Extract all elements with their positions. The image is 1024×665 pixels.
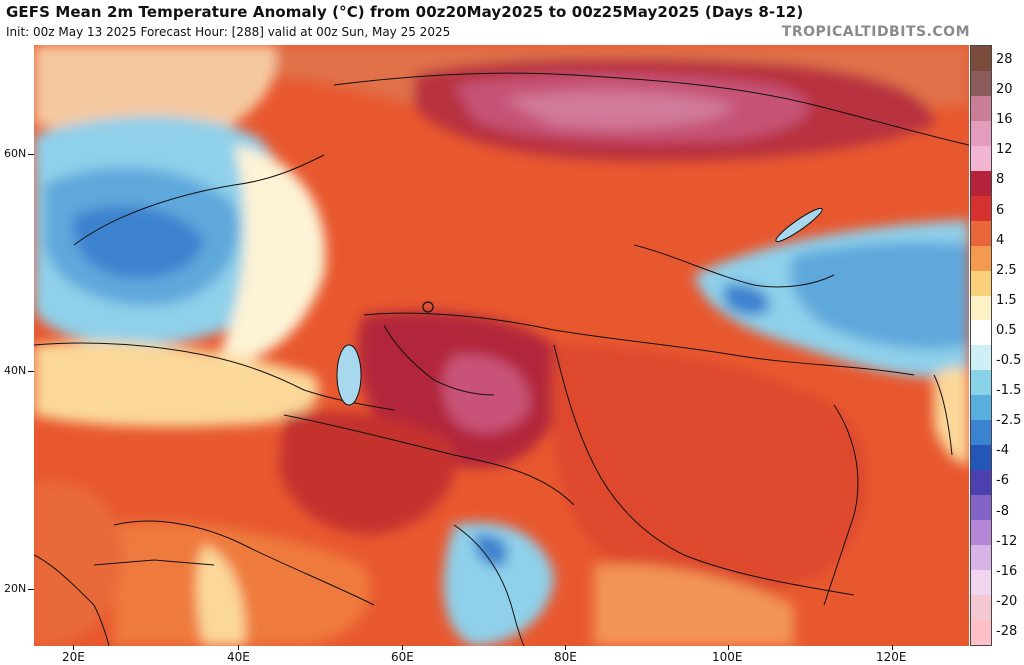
colorbar-segment <box>971 46 991 71</box>
colorbar-segment <box>971 195 991 221</box>
map-title: GEFS Mean 2m Temperature Anomaly (°C) fr… <box>6 3 804 21</box>
colorbar-segment <box>971 594 991 620</box>
map-canvas <box>34 45 969 646</box>
colorbar-segment <box>971 95 991 121</box>
lon-label-100e: 100E <box>712 650 743 664</box>
colorbar-label: -4 <box>996 443 1009 459</box>
colorbar-segment <box>971 295 991 321</box>
lon-tick-100e <box>728 645 729 650</box>
colorbar-label: -28 <box>996 624 1018 639</box>
colorbar-label: -8 <box>996 503 1009 519</box>
lat-tick-60n <box>28 154 34 155</box>
lon-tick-80e <box>565 645 566 650</box>
colorbar-segment <box>971 495 991 521</box>
lat-tick-20n <box>28 589 34 590</box>
colorbar-label: 20 <box>996 82 1013 98</box>
colorbar-segment <box>971 520 991 546</box>
colorbar-segment <box>971 345 991 371</box>
colorbar-segment <box>971 145 991 171</box>
colorbar-label: 8 <box>996 172 1005 188</box>
lon-tick-120e <box>892 645 893 650</box>
colorbar-segment <box>971 70 991 96</box>
colorbar-segment <box>971 545 991 571</box>
lat-label-20n: 20N <box>4 582 27 595</box>
lake-marker <box>422 301 434 313</box>
colorbar-label: 0.5 <box>996 322 1017 338</box>
temperature-anomaly-map <box>34 45 969 646</box>
colorbar-segment <box>971 420 991 446</box>
map-subtitle: Init: 00z May 13 2025 Forecast Hour: [28… <box>6 25 451 39</box>
colorbar-label: -2.5 <box>996 413 1022 429</box>
colorbar-label: -16 <box>996 563 1018 579</box>
lat-label-60n: 60N <box>4 147 27 160</box>
colorbar-label: 16 <box>996 112 1013 128</box>
colorbar-label: -0.5 <box>996 353 1022 369</box>
brand-watermark: TROPICALTIDBITS.COM <box>781 24 970 40</box>
colorbar-label: -20 <box>996 593 1018 609</box>
colorbar-label: 12 <box>996 142 1013 158</box>
colorbar-label: -1.5 <box>996 383 1022 399</box>
colorbar <box>970 45 992 646</box>
colorbar-segment <box>971 445 991 471</box>
colorbar-segment <box>971 570 991 595</box>
colorbar-segment <box>971 370 991 396</box>
colorbar-segment <box>971 395 991 421</box>
colorbar-label: -6 <box>996 473 1009 489</box>
colorbar-label: 2.5 <box>996 262 1017 278</box>
colorbar-segment <box>971 170 991 196</box>
colorbar-segment <box>971 320 991 346</box>
colorbar-segment <box>971 220 991 246</box>
caspian-sea <box>336 344 362 406</box>
lon-label-40e: 40E <box>227 650 250 664</box>
colorbar-label: 4 <box>996 232 1005 248</box>
colorbar-segment <box>971 245 991 271</box>
lat-tick-40n <box>28 371 34 372</box>
lat-label-40n: 40N <box>4 364 27 377</box>
colorbar-label: 1.5 <box>996 292 1017 308</box>
colorbar-segment <box>971 470 991 496</box>
lon-label-20e: 20E <box>62 650 85 664</box>
colorbar-segment <box>971 270 991 296</box>
colorbar-segment <box>971 619 991 645</box>
colorbar-label: 6 <box>996 202 1005 218</box>
colorbar-label: -12 <box>996 533 1018 549</box>
colorbar-segment <box>971 120 991 146</box>
lon-tick-20e <box>73 645 74 650</box>
lon-label-80e: 80E <box>554 650 577 664</box>
lon-tick-60e <box>402 645 403 650</box>
lon-label-60e: 60E <box>391 650 414 664</box>
coastlines-layer <box>34 72 969 646</box>
colorbar-label: 28 <box>996 52 1013 67</box>
lake-baikal <box>775 207 823 243</box>
lon-label-120e: 120E <box>876 650 907 664</box>
lon-tick-40e <box>238 645 239 650</box>
